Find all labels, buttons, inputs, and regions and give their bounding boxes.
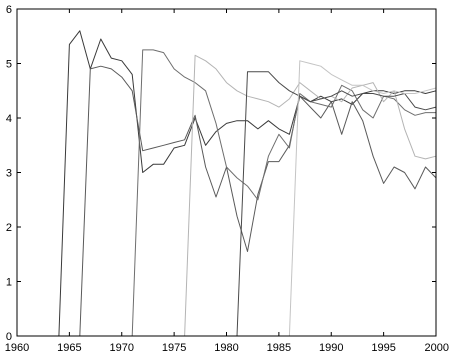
tick-labels-layer: 1960 1965 1970 1975 1980 1985 1990 1995 2000 0 1 2 3… [5,4,449,354]
x-tick-label: 2000 [425,342,449,354]
y-tick-label: 1 [6,277,12,289]
series-line-5 [236,71,437,337]
series-layer [58,30,437,337]
y-tick-label: 2 [6,222,12,234]
series-line-4 [184,54,437,337]
x-tick-label: 1970 [110,342,134,354]
x-tick-label: 1980 [214,342,238,354]
ticks-layer [16,8,437,337]
x-tick-label: 1995 [371,342,395,354]
y-tick-label: 3 [6,168,12,180]
series-line-6 [288,60,437,337]
x-tick-label: 1990 [319,342,343,354]
plot-frame [16,8,437,337]
y-tick-label: 6 [6,4,12,16]
series-line-2 [79,65,437,337]
x-tick-label: 1975 [162,342,186,354]
y-tick-label: 5 [6,59,12,71]
y-tick-label: 4 [6,113,12,125]
x-tick-label: 1960 [5,342,29,354]
y-tick-label: 0 [6,331,12,343]
x-tick-label: 1985 [267,342,291,354]
x-tick-label: 1965 [57,342,81,354]
